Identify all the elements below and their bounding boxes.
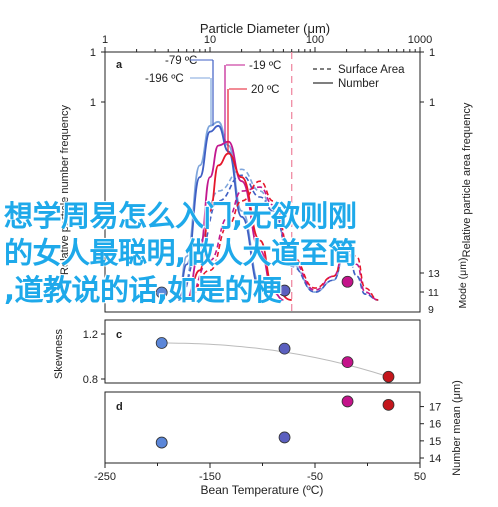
number-curve	[177, 124, 274, 301]
panel-c-points	[155, 337, 395, 383]
skewness-point	[341, 356, 354, 369]
top-axis-title: Particle Diameter (μm)	[200, 21, 330, 36]
left-y-tick-1: 1	[90, 97, 96, 109]
panel-b-point	[341, 275, 354, 288]
x-tick-label: -150	[199, 471, 221, 483]
mode-axis-tick-9: 9	[428, 304, 434, 316]
left-y-label: Relative particle number frequency	[59, 105, 71, 275]
surface-area-curve	[178, 174, 379, 301]
annotation-minus196: -196 ºC	[145, 73, 184, 85]
right-y-tick-1: 1	[429, 97, 435, 109]
panel-c-frame	[104, 319, 421, 384]
panel-d-frame	[104, 391, 421, 464]
skewness-point	[155, 337, 168, 349]
panel-a-curves	[177, 60, 379, 301]
number-mean-point	[155, 436, 168, 449]
panel-b-points	[155, 275, 354, 299]
right-y-label: Relative particle area frequency	[461, 102, 473, 257]
surface-area-curve	[186, 186, 379, 301]
legend-surface-area: Surface Area	[338, 64, 405, 76]
number-curve	[186, 152, 292, 301]
panel-c: c 1.2 0.8 Skewness	[53, 319, 421, 386]
x-axis-title: Bean Temperature (ºC)	[201, 483, 324, 497]
top-tick-label: 1000	[408, 34, 432, 46]
panel-d-ytick-label: 15	[429, 436, 441, 448]
panel-c-label: c	[116, 329, 122, 341]
panel-a-label: a	[116, 59, 123, 71]
x-tick-label: 50	[414, 471, 426, 483]
panel-d-label: d	[116, 401, 123, 413]
panel-c-ylabel: Skewness	[53, 328, 65, 379]
number-mean-point	[278, 431, 291, 444]
panel-d-ylabel: Number mean (μm)	[451, 380, 463, 476]
skewness-point	[278, 342, 291, 355]
mode-axis-tick-11: 11	[428, 287, 439, 299]
number-mean-point	[382, 398, 395, 411]
mode-axis-tick-13: 13	[428, 268, 440, 280]
panel-b-point	[155, 286, 168, 299]
panel-c-ytick-high: 1.2	[83, 329, 98, 341]
left-y-tick-top: 1	[90, 47, 96, 59]
panel-d-ytick-label: 16	[429, 419, 441, 431]
top-tick-label: 1	[102, 34, 108, 46]
surface-area-curve	[177, 168, 379, 301]
legend: Surface Area Number	[313, 64, 405, 90]
panel-d-ytick-label: 14	[429, 453, 441, 465]
panel-d-ytick-label: 17	[429, 402, 441, 414]
annotation-minus19: -19 ºC	[249, 60, 281, 72]
top-tick-label: 100	[306, 34, 324, 46]
top-x-ticks: 1 10 100 1000	[102, 34, 432, 52]
x-tick-label: -50	[307, 471, 323, 483]
panel-c-fit-line	[157, 342, 389, 378]
skewness-point	[382, 370, 395, 383]
panel-d-yticks: 14 15 16 17	[420, 402, 441, 465]
panel-b-point	[278, 284, 291, 297]
right-y-tick-top: 1	[429, 47, 435, 59]
annotation-minus79: -79 ºC	[165, 55, 197, 67]
number-mean-point	[341, 395, 354, 408]
legend-number: Number	[338, 78, 379, 90]
panel-a-frame	[104, 51, 421, 313]
panel-d-xticks: -250 -150 -50 50	[94, 463, 426, 483]
panel-d-points	[155, 395, 395, 449]
panel-a: Particle Diameter (μm) a 1 10 100 1000 1 1 …	[59, 21, 473, 316]
annotation-20: 20 ºC	[251, 84, 280, 96]
x-tick-label: -250	[94, 471, 116, 483]
top-tick-label: 10	[204, 34, 216, 46]
panel-d: d 14 15 16 17 Number mean (μm) -250 -150 -50 5…	[94, 380, 463, 497]
panel-c-ytick-low: 0.8	[83, 374, 98, 386]
mode-axis-label: Mode (μm)	[457, 258, 469, 309]
